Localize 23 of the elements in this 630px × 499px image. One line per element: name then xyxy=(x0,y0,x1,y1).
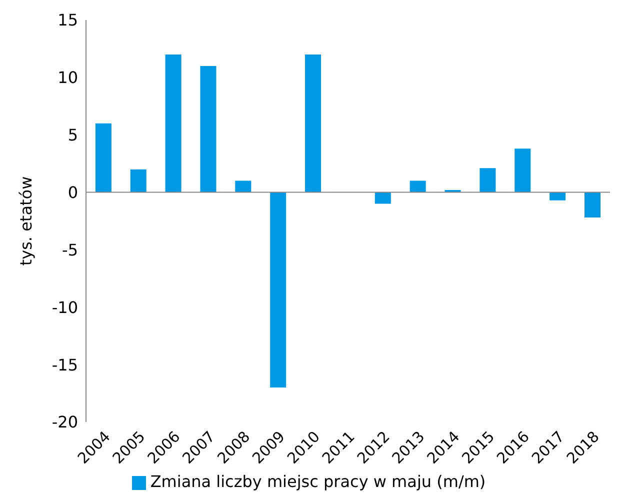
y-tick-label: -15 xyxy=(52,355,78,374)
bar xyxy=(514,148,531,192)
y-axis-title: tys. etatów xyxy=(16,176,36,266)
y-tick-label: 0 xyxy=(68,182,78,202)
y-tick-label: -10 xyxy=(52,298,78,317)
y-tick-label: 10 xyxy=(58,68,78,88)
bar xyxy=(550,192,566,200)
bar xyxy=(130,169,146,192)
bar xyxy=(165,54,182,192)
bar xyxy=(305,54,322,192)
bar xyxy=(95,123,112,192)
bar xyxy=(235,180,252,192)
bar xyxy=(584,192,600,218)
bar xyxy=(480,168,496,192)
bar xyxy=(200,66,216,192)
y-tick-label: 5 xyxy=(68,126,78,145)
legend-label: Zmiana liczby miejsc pracy w maju (m/m) xyxy=(150,472,486,491)
bar xyxy=(270,192,286,388)
bar xyxy=(410,180,426,192)
y-tick-label: -5 xyxy=(62,240,78,260)
y-tick-label: -20 xyxy=(52,412,78,432)
y-tick-label: 15 xyxy=(58,10,78,30)
bar xyxy=(374,192,391,204)
